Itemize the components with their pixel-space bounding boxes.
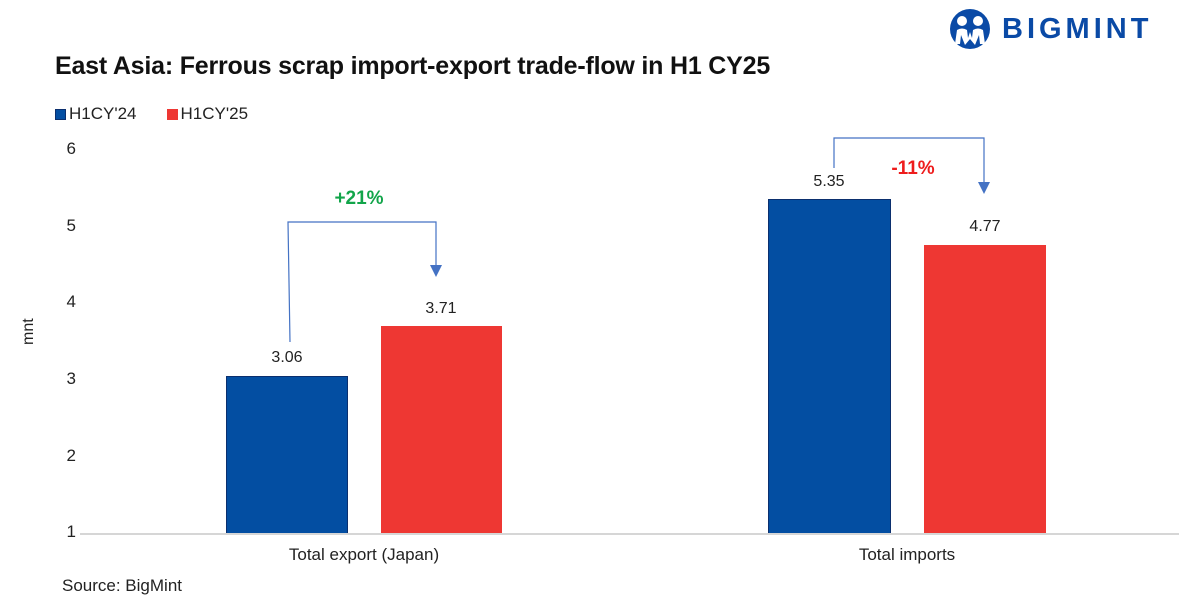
export-change-arrow xyxy=(287,221,437,343)
legend-swatch-blue xyxy=(55,108,66,120)
legend: H1CY'24 H1CY'25 xyxy=(55,104,270,124)
legend-label: H1CY'24 xyxy=(69,104,137,123)
x-category-label: Total export (Japan) xyxy=(288,545,440,564)
bar-export-h1cy24 xyxy=(226,376,348,534)
source-note: Source: BigMint xyxy=(62,576,182,595)
legend-item-h1cy25: H1CY'25 xyxy=(159,104,249,124)
y-tick: 2 xyxy=(66,446,76,465)
value-label: 5.35 xyxy=(813,173,845,190)
imports-change-arrow xyxy=(833,137,985,183)
imports-change-label: -11% xyxy=(891,158,935,179)
y-tick: 6 xyxy=(66,139,76,158)
legend-item-h1cy24: H1CY'24 xyxy=(55,104,137,124)
x-axis-line xyxy=(80,533,1179,535)
logo-text: BIGMINT xyxy=(1002,12,1153,45)
chart-title: East Asia: Ferrous scrap import-export t… xyxy=(55,52,771,80)
arrowhead-icon xyxy=(978,182,990,194)
value-label: 3.06 xyxy=(271,349,303,366)
y-tick: 1 xyxy=(66,522,76,541)
arrowhead-icon xyxy=(430,265,442,277)
bar-imports-h1cy25 xyxy=(924,245,1046,534)
bar-imports-h1cy24 xyxy=(768,199,891,534)
y-tick: 4 xyxy=(66,292,76,311)
legend-swatch-red xyxy=(166,108,178,120)
bar-export-h1cy25 xyxy=(381,326,502,534)
value-label: 3.71 xyxy=(425,300,457,317)
export-change-label: +21% xyxy=(334,188,384,209)
value-label: 4.77 xyxy=(969,218,1001,235)
legend-label: H1CY'25 xyxy=(180,104,249,123)
x-category-label: Total imports xyxy=(858,545,956,564)
bigmint-logo: BIGMINT xyxy=(948,8,1152,50)
y-tick: 3 xyxy=(66,369,76,388)
y-tick: 5 xyxy=(66,216,76,235)
bigmint-logo-icon xyxy=(950,9,990,49)
